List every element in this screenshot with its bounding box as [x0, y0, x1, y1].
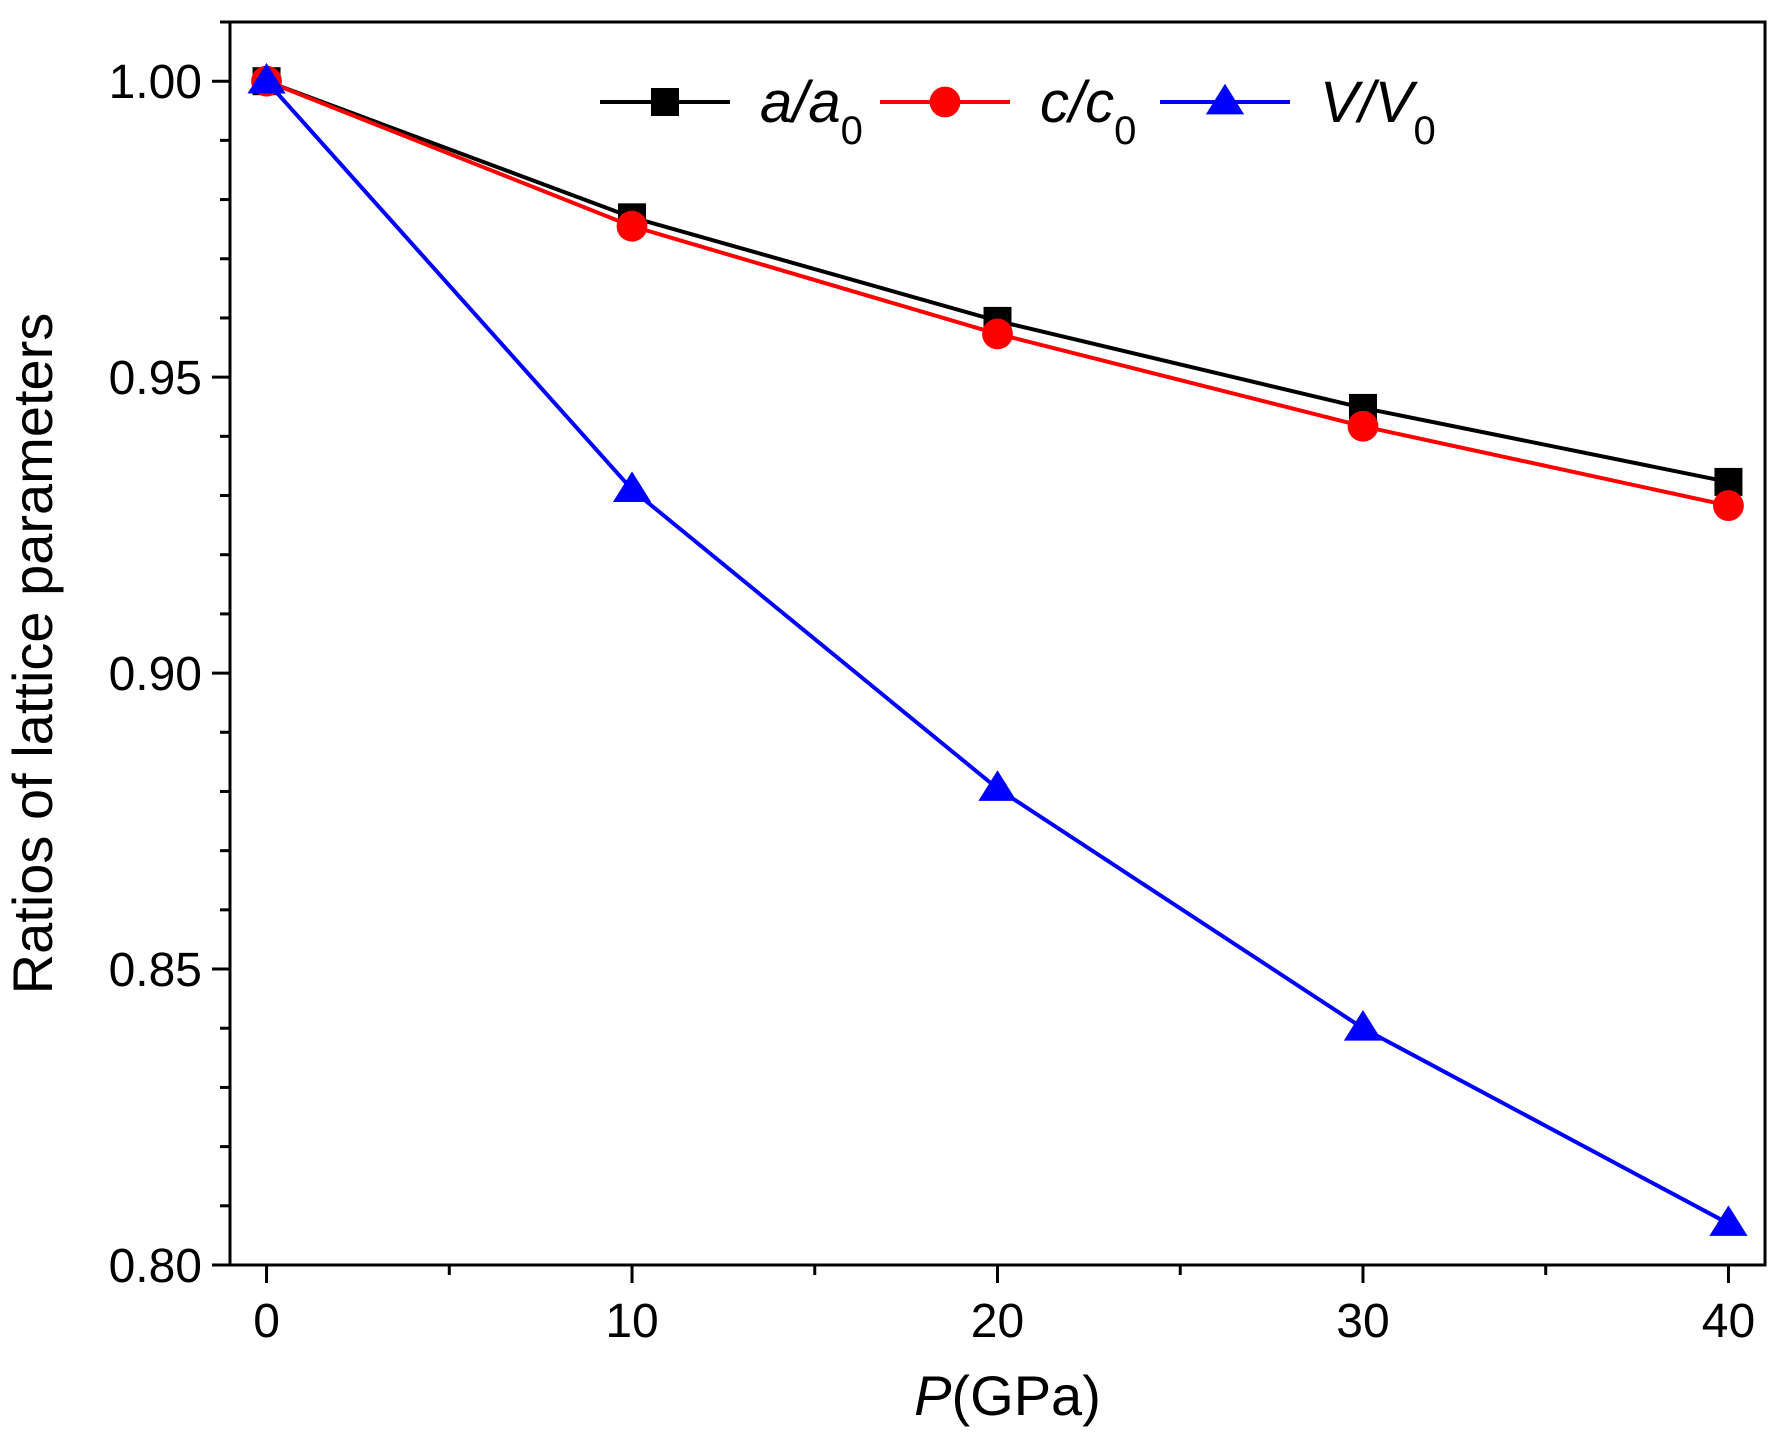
legend-item-a-a0: a/a0: [600, 70, 863, 153]
y-tick-label: 0.90: [109, 648, 202, 701]
data-point-v-v0: [612, 471, 652, 502]
plot-frame: [228, 20, 1767, 1267]
legend-label: c/c0: [1040, 70, 1136, 153]
x-axis-variable: P: [914, 1364, 951, 1427]
y-tick-label: 1.00: [109, 56, 202, 109]
series-c-c0: [251, 65, 1744, 521]
legend-marker: [929, 86, 961, 118]
series-line-c-c0: [265, 79, 1729, 508]
legend-item-v-v0: V/V0: [1160, 70, 1436, 153]
y-tick-label: 0.95: [109, 352, 202, 405]
legend-label: a/a0: [760, 70, 863, 153]
legend-item-c-c0: c/c0: [880, 70, 1136, 153]
y-tick-label: 0.80: [109, 1240, 202, 1293]
data-point-v-v0: [247, 62, 286, 94]
data-point-c-c0: [1347, 410, 1379, 442]
series-v-v0: [247, 62, 1748, 1236]
x-tick-label: 30: [1336, 1295, 1389, 1348]
series-a-a0: [252, 67, 1743, 496]
legend-label: V/V0: [1320, 70, 1436, 153]
x-tick-label: 40: [1702, 1295, 1755, 1348]
data-point-c-c0: [1713, 490, 1744, 521]
y-tick-label: 0.85: [109, 944, 202, 997]
x-axis-title: P(GPa): [914, 1364, 1101, 1427]
data-point-c-c0: [616, 210, 648, 242]
legend-marker: [651, 88, 679, 116]
data-point-v-v0: [978, 770, 1017, 801]
x-tick-label: 20: [971, 1295, 1024, 1348]
data-point-v-v0: [1343, 1010, 1383, 1041]
tick-labels: 0 10 20 30 40 0.80 0.85 0.90 0.95 1.00: [109, 56, 1756, 1348]
series-line-v-v0: [265, 79, 1730, 1226]
legend: a/a0 c/c0 V/V0: [600, 70, 1436, 153]
legend-marker: [1205, 83, 1245, 115]
data-point-c-c0: [982, 318, 1013, 350]
series-line-a-a0: [265, 79, 1729, 484]
x-axis-unit: (GPa): [952, 1364, 1101, 1427]
data-point-v-v0: [1709, 1205, 1748, 1236]
axis-ticks: [212, 20, 1730, 1283]
y-axis-title: Ratios of lattice parameters: [1, 313, 64, 995]
series-layer: [247, 62, 1748, 1236]
x-tick-label: 10: [605, 1295, 658, 1348]
x-tick-label: 0: [253, 1295, 280, 1348]
